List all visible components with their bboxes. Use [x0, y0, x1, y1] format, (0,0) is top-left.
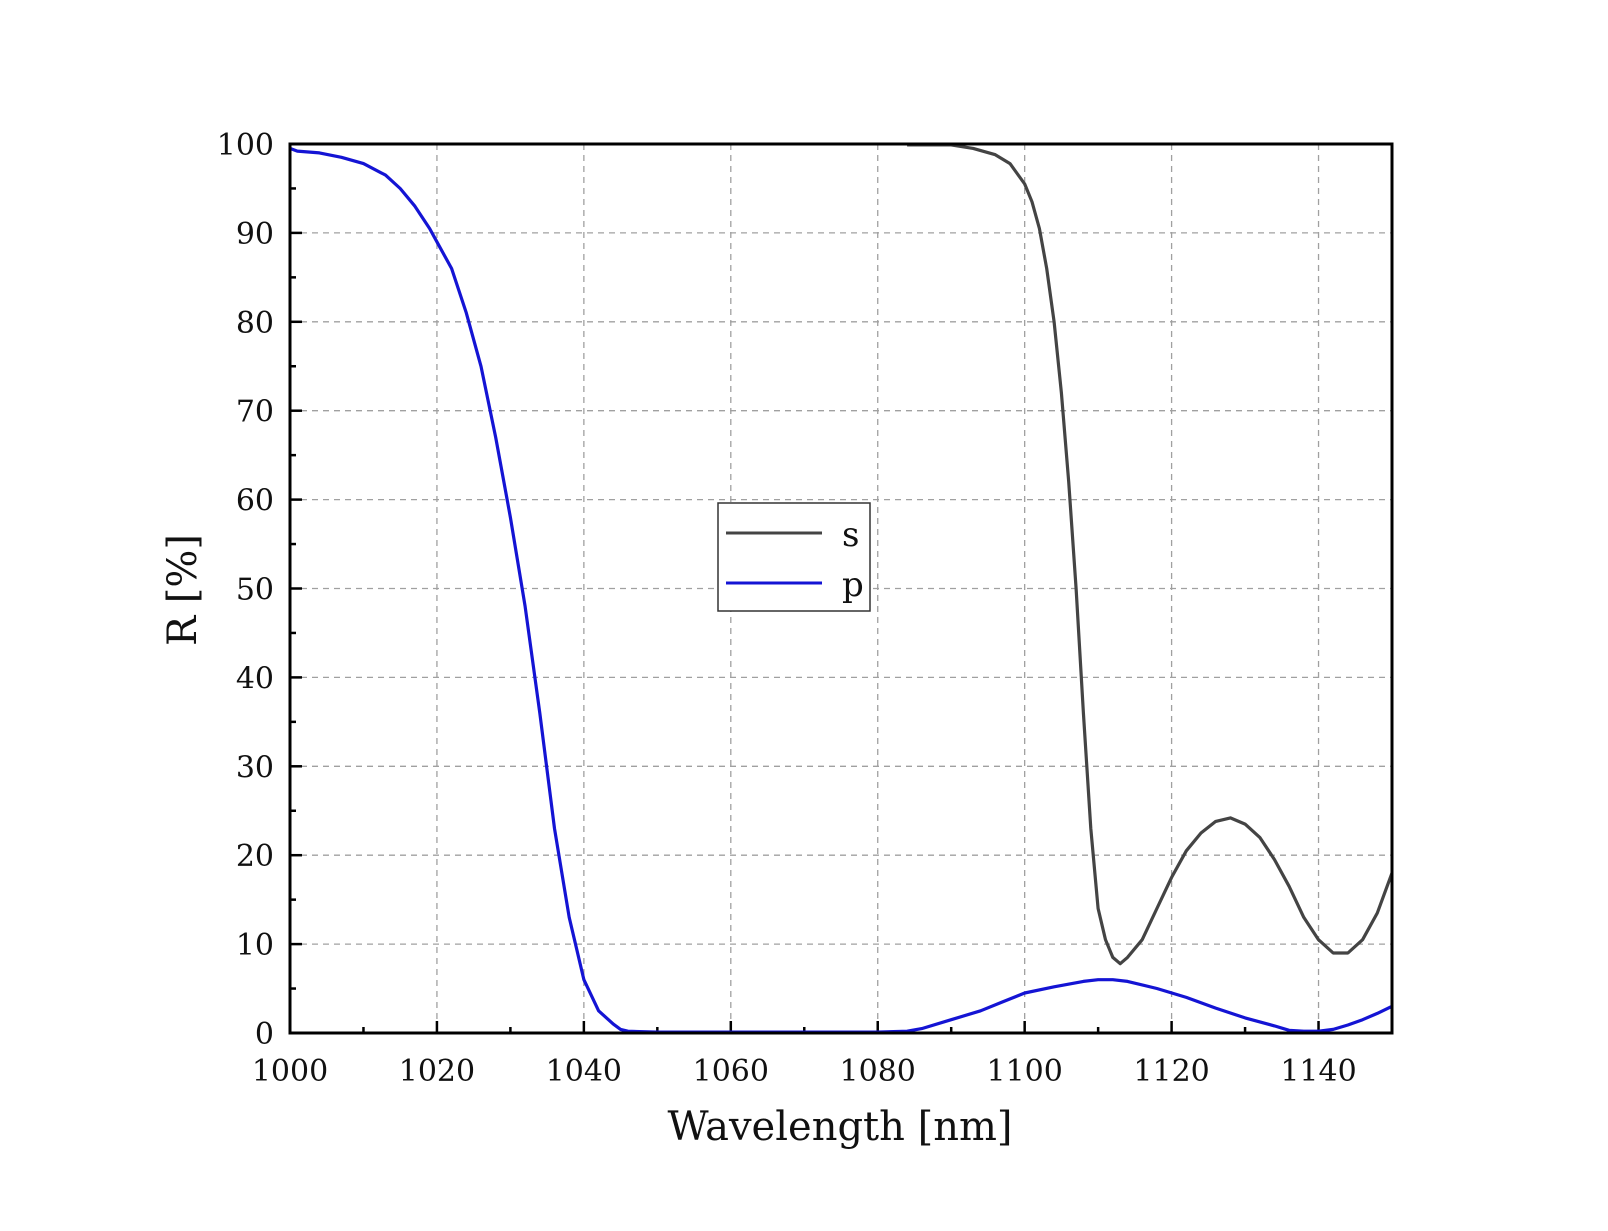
- x-tick-labels: 1000 1020 1040 1060 1080 1100 1120 1140: [252, 1054, 1357, 1089]
- y-axis-title: R [%]: [160, 534, 206, 646]
- y-tick-label: 60: [236, 484, 274, 519]
- y-tick-label: 10: [236, 928, 274, 963]
- y-tick-label: 20: [236, 839, 274, 874]
- legend-label-s: s: [842, 515, 859, 555]
- y-tick-labels: 0 10 20 30 40 50 60 70 80 90 100: [217, 128, 274, 1052]
- x-tick-label: 1000: [252, 1054, 328, 1089]
- y-tick-label: 80: [236, 306, 274, 341]
- x-tick-label: 1040: [546, 1054, 622, 1089]
- y-tick-label: 30: [236, 750, 274, 785]
- y-tick-label: 70: [236, 395, 274, 430]
- x-tick-label: 1060: [693, 1054, 769, 1089]
- x-tick-label: 1080: [840, 1054, 916, 1089]
- x-tick-label: 1100: [986, 1054, 1062, 1089]
- plot-frame: [288, 142, 1394, 1035]
- y-tick-label: 0: [255, 1017, 274, 1052]
- x-tick-label: 1020: [399, 1054, 475, 1089]
- x-tick-label: 1140: [1280, 1054, 1356, 1089]
- x-tick-label: 1120: [1133, 1054, 1209, 1089]
- legend-box: [717, 502, 871, 612]
- x-axis-title: Wavelength [nm]: [667, 1104, 1012, 1150]
- y-tick-label: 40: [236, 661, 274, 696]
- y-tick-label: 90: [236, 217, 274, 252]
- legend-label-p: p: [842, 565, 864, 605]
- legend: s p: [717, 502, 871, 612]
- y-tick-label: 100: [217, 128, 274, 163]
- series-line-s: [907, 143, 1394, 966]
- y-tick-label: 50: [236, 573, 274, 608]
